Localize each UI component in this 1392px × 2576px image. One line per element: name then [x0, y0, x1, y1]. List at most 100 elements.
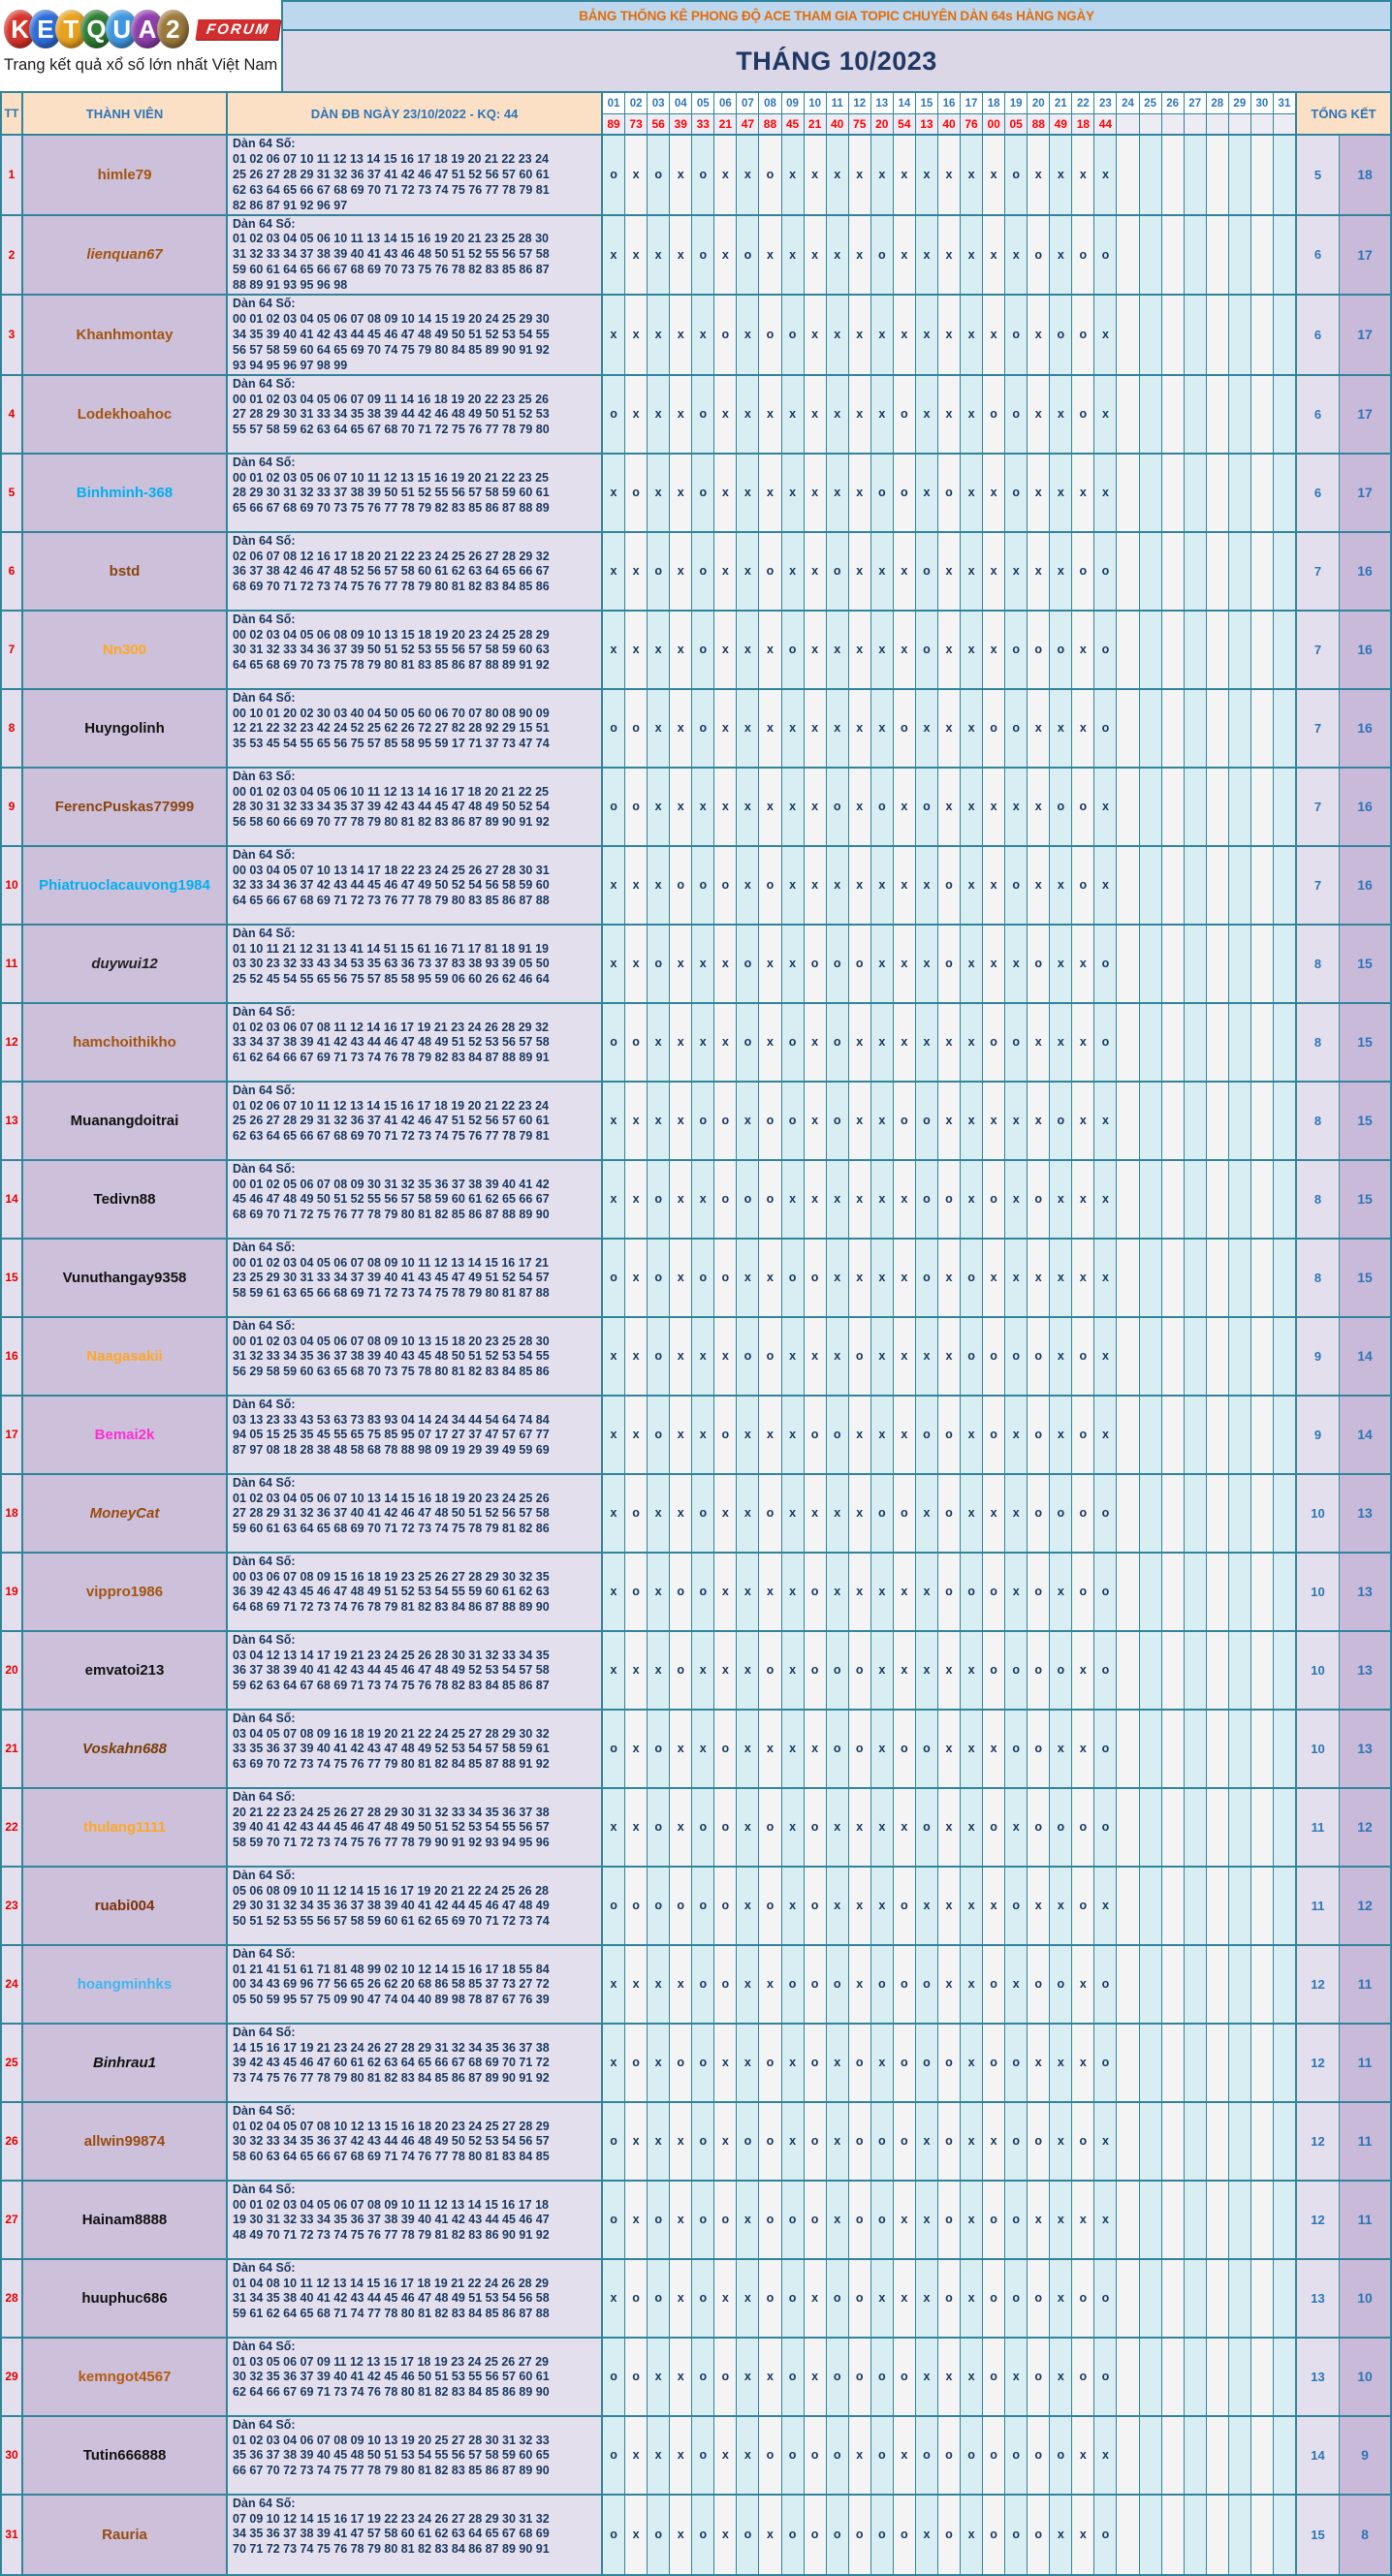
total-miss-count: 10 — [1295, 1631, 1340, 1709]
day-mark-cell — [1273, 454, 1296, 531]
row-index: 30 — [2, 2416, 23, 2494]
day-mark-cell: o — [692, 532, 715, 610]
number-list: Dàn 64 Số: 00 01 02 03 04 05 06 07 09 11 … — [228, 375, 603, 453]
day-mark-cell: o — [1028, 1553, 1051, 1630]
day-mark-cell — [1273, 2416, 1296, 2494]
row-index: 16 — [2, 1317, 23, 1395]
day-mark-cell: x — [714, 2259, 738, 2337]
day-mark-cell: x — [961, 215, 984, 295]
day-mark-cell: x — [915, 2181, 938, 2258]
day-mark-cell: o — [692, 1867, 715, 1944]
day-mark-cell: o — [1094, 215, 1118, 295]
day-mark-cell — [1117, 1239, 1140, 1316]
day-mark-cell: x — [870, 1003, 894, 1081]
total-miss-count: 13 — [1295, 2338, 1340, 2415]
day-mark-cell: x — [781, 925, 805, 1002]
day-result-value — [1161, 114, 1184, 134]
day-mark-cell: o — [937, 1396, 962, 1473]
day-mark-cell: x — [961, 2024, 984, 2101]
number-list-label: Dàn 64 Số: — [233, 1161, 296, 1176]
number-list-label: Dàn 64 Số: — [233, 847, 296, 862]
member-name: Tedivn88 — [23, 1160, 228, 1238]
day-mark-cell: x — [983, 768, 1006, 845]
number-list-line: 29 30 31 32 34 35 36 37 38 39 40 41 42 4… — [233, 1899, 550, 1913]
day-mark-cell: x — [848, 768, 871, 845]
day-column-header: 08 88 — [759, 93, 782, 134]
day-mark-cell: o — [1072, 1474, 1095, 1552]
day-mark-cell — [1184, 1631, 1207, 1709]
day-mark-cell: x — [961, 2495, 984, 2574]
total-miss-count: 8 — [1295, 1160, 1340, 1238]
day-mark-cell — [1206, 611, 1229, 688]
day-mark-cell: o — [870, 2338, 894, 2415]
table-row: 12 hamchoithikho Dàn 64 Số: 01 02 03 06 07 … — [2, 1003, 1390, 1083]
day-mark-cell — [1250, 1317, 1274, 1395]
number-list-line: 27 28 29 30 31 33 34 35 38 39 44 42 46 4… — [233, 407, 550, 422]
day-mark-cell: x — [737, 136, 760, 214]
day-mark-cell — [1139, 768, 1162, 845]
day-mark-cell — [1139, 454, 1162, 531]
day-mark-cell: x — [648, 296, 671, 374]
day-mark-cell — [1184, 689, 1207, 767]
day-mark-cell: x — [915, 2495, 938, 2574]
day-mark-cell: x — [1050, 1553, 1073, 1630]
day-mark-cell — [1228, 611, 1251, 688]
day-mark-cell: x — [826, 2181, 849, 2258]
day-mark-cell: x — [848, 1003, 871, 1081]
member-name: hoangminhks — [23, 1945, 228, 2023]
day-mark-cell: x — [1050, 2495, 1073, 2574]
total-hit-count: 11 — [1339, 2024, 1390, 2101]
day-mark-cell: o — [603, 689, 626, 767]
day-mark-cell — [1273, 1945, 1296, 2023]
day-mark-cell — [1273, 1003, 1296, 1081]
day-mark-cell: o — [1072, 296, 1095, 374]
day-mark-cell: x — [1072, 611, 1095, 688]
day-mark-cell — [1206, 1239, 1229, 1316]
day-mark-cell: x — [714, 611, 738, 688]
day-mark-cell: o — [625, 454, 649, 531]
row-index: 24 — [2, 1945, 23, 2023]
day-mark-cell: x — [826, 2024, 849, 2101]
day-mark-cell: o — [915, 2024, 938, 2101]
day-mark-cell: x — [670, 1160, 693, 1238]
day-mark-cell: x — [1005, 1553, 1028, 1630]
day-mark-cell: x — [648, 454, 671, 531]
day-mark-cell: x — [670, 1082, 693, 1159]
day-mark-cell: x — [692, 1631, 715, 1709]
day-mark-cell: x — [625, 2102, 649, 2180]
day-mark-cell — [1161, 2495, 1185, 2574]
day-mark-cell: o — [759, 296, 782, 374]
day-mark-cell: x — [1050, 1710, 1073, 1787]
day-mark-cell — [1139, 925, 1162, 1002]
number-list: Dàn 64 Số: 00 01 02 03 04 05 06 07 08 09 … — [228, 296, 603, 374]
number-list-label: Dàn 64 Số: — [233, 297, 296, 311]
day-mark-cell: x — [870, 1553, 894, 1630]
day-mark-cell: o — [826, 2416, 849, 2494]
day-mark-cell: x — [781, 215, 805, 295]
number-list-line: 58 59 70 71 72 73 74 75 76 77 78 79 90 9… — [233, 1836, 550, 1850]
day-mark-cell: x — [915, 296, 938, 374]
day-mark-cell: x — [1072, 1160, 1095, 1238]
day-mark-cell: x — [670, 768, 693, 845]
day-mark-cell — [1117, 689, 1140, 767]
total-miss-count: 7 — [1295, 611, 1340, 688]
day-number-label: 22 — [1072, 93, 1094, 114]
day-mark-cell: x — [648, 2102, 671, 2180]
day-mark-cell: o — [983, 375, 1006, 453]
day-mark-cell: x — [870, 1710, 894, 1787]
day-mark-cell: o — [848, 2024, 871, 2101]
day-mark-cell: o — [1050, 1788, 1073, 1866]
total-miss-count: 10 — [1295, 1474, 1340, 1552]
day-mark-cell — [1139, 1082, 1162, 1159]
day-mark-cell: x — [915, 1003, 938, 1081]
day-mark-cell — [1250, 1867, 1274, 1944]
day-mark-cell: o — [603, 2495, 626, 2574]
number-list-label: Dàn 63 Số: — [233, 769, 296, 783]
day-mark-cell — [1250, 611, 1274, 688]
day-mark-cell: x — [670, 2495, 693, 2574]
day-mark-cell: x — [1072, 1239, 1095, 1316]
day-mark-cell: x — [648, 1003, 671, 1081]
day-mark-cell: x — [625, 1788, 649, 1866]
day-mark-cell: x — [893, 532, 916, 610]
number-list: Dàn 64 Số: 01 21 41 51 61 71 81 48 99 02 … — [228, 1945, 603, 2023]
